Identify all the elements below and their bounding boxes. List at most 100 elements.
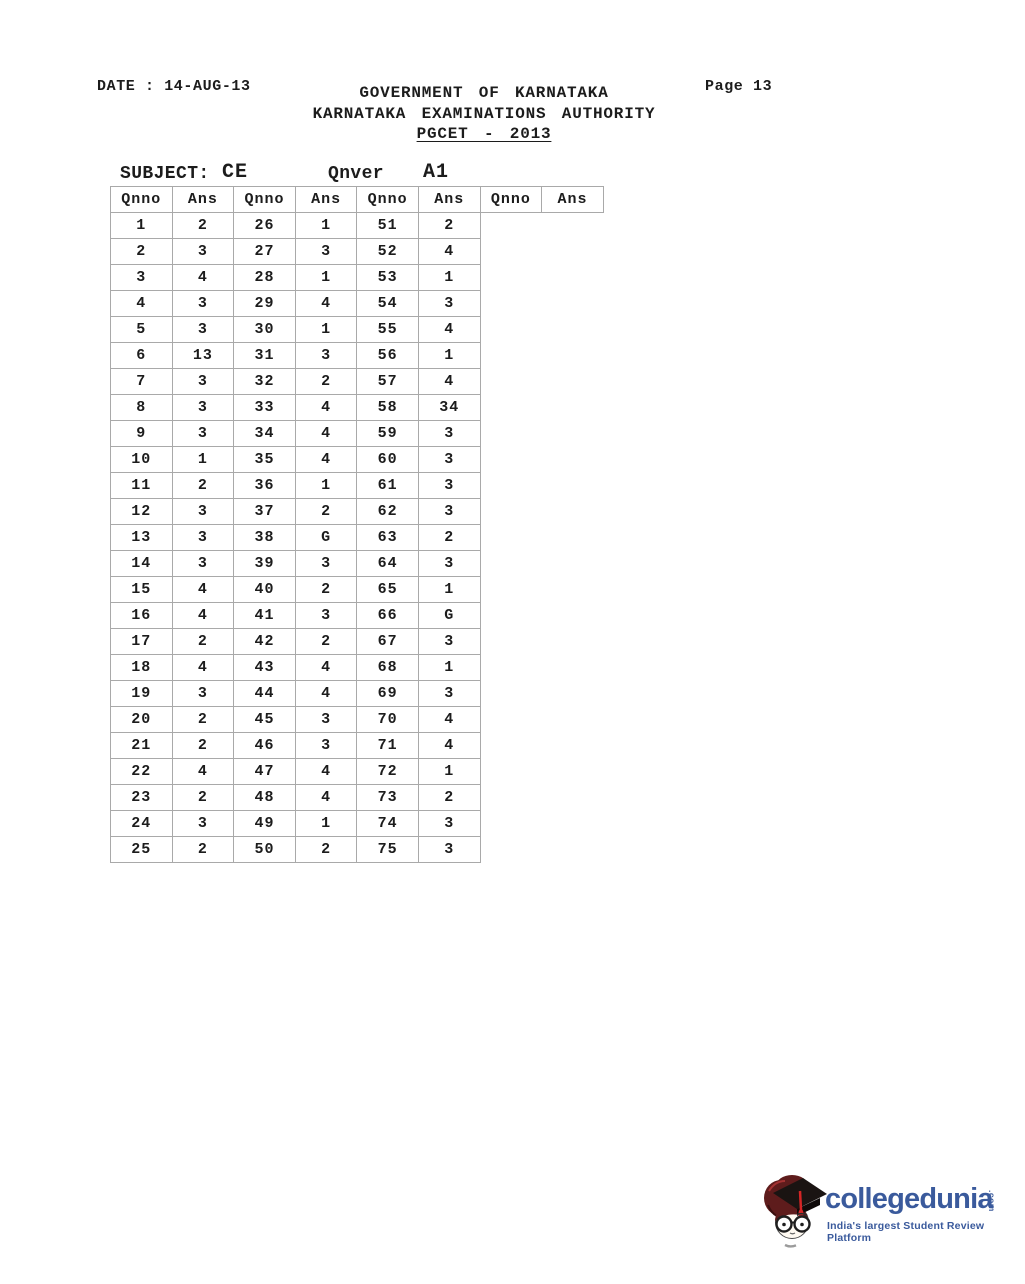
qnno-cell: 14 (110, 550, 173, 577)
qnno-cell: 21 (110, 732, 173, 759)
ans-cell: G (294, 524, 358, 551)
qnno-cell: 22 (110, 758, 173, 785)
qnno-cell: 62 (356, 498, 419, 525)
ans-cell: 4 (171, 264, 235, 291)
qnno-cell: 47 (233, 758, 296, 785)
ans-cell: 3 (171, 394, 235, 421)
ans-cell: 4 (294, 654, 358, 681)
qnno-cell: 61 (356, 472, 419, 499)
ans-cell: 3 (171, 238, 235, 265)
table-row: 16 4 41 3 66 G (110, 602, 604, 629)
qnno-cell: 7 (110, 368, 173, 395)
table-row: 1 2 26 1 51 2 (110, 212, 604, 239)
question-version-label: Qnver (328, 164, 385, 184)
qnno-cell: 32 (233, 368, 296, 395)
ans-cell: 2 (294, 368, 358, 395)
column-header: Ans (294, 186, 358, 213)
qnno-cell: 56 (356, 342, 419, 369)
ans-cell: 2 (294, 628, 358, 655)
qnno-cell: 51 (356, 212, 419, 239)
header-government-line: GOVERNMENT OF KARNATAKA (359, 84, 609, 102)
ans-cell: 3 (171, 368, 235, 395)
answer-table: Qnno Ans Qnno Ans Qnno Ans Qnno Ans 1 2 26 1 51 2 2 3 2… (110, 186, 604, 863)
ans-cell: 1 (417, 264, 481, 291)
qnno-cell: 4 (110, 290, 173, 317)
column-header: Ans (171, 186, 235, 213)
qnno-cell: 48 (233, 784, 296, 811)
ans-cell: 2 (171, 784, 235, 811)
qnno-cell: 5 (110, 316, 173, 343)
qnno-cell: 59 (356, 420, 419, 447)
qnno-cell: 57 (356, 368, 419, 395)
ans-cell: 3 (171, 550, 235, 577)
answer-table-body: 1 2 26 1 51 2 2 3 27 3 52 4 3 4 28 1 53 1 4 3 29 4 54 3 5 3 30 1 55 4… (110, 212, 604, 863)
table-row: 21 2 46 3 71 4 (110, 732, 604, 759)
ans-cell: 2 (171, 628, 235, 655)
qnno-cell: 13 (110, 524, 173, 551)
qnno-cell: 23 (110, 784, 173, 811)
table-row: 19 3 44 4 69 3 (110, 680, 604, 707)
ans-cell: 1 (417, 576, 481, 603)
ans-cell: 3 (294, 342, 358, 369)
ans-cell: 3 (294, 732, 358, 759)
ans-cell: 3 (417, 550, 481, 577)
ans-cell: 3 (417, 836, 481, 863)
qnno-cell: 16 (110, 602, 173, 629)
qnno-cell: 58 (356, 394, 419, 421)
ans-cell: 3 (294, 550, 358, 577)
ans-cell: 3 (294, 238, 358, 265)
ans-cell: 4 (171, 758, 235, 785)
ans-cell: 2 (171, 836, 235, 863)
ans-cell: 4 (294, 394, 358, 421)
qnno-cell: 20 (110, 706, 173, 733)
qnno-cell: 26 (233, 212, 296, 239)
ans-cell: 3 (417, 628, 481, 655)
ans-cell: 4 (171, 602, 235, 629)
ans-cell: 3 (417, 680, 481, 707)
header-exam-line: PGCET - 2013 (164, 124, 804, 145)
qnno-cell: 64 (356, 550, 419, 577)
qnno-cell: 63 (356, 524, 419, 551)
ans-cell: 4 (417, 732, 481, 759)
ans-cell: 2 (417, 212, 481, 239)
table-row: 15 4 40 2 65 1 (110, 576, 604, 603)
ans-cell: 3 (417, 290, 481, 317)
qnno-cell: 52 (356, 238, 419, 265)
ans-cell: 3 (171, 498, 235, 525)
ans-cell: 4 (294, 290, 358, 317)
qnno-cell: 68 (356, 654, 419, 681)
qnno-cell: 35 (233, 446, 296, 473)
graduate-boy-mascot-icon (764, 1175, 827, 1248)
ans-cell: 1 (294, 810, 358, 837)
ans-cell: 1 (171, 446, 235, 473)
table-row: 10 1 35 4 60 3 (110, 446, 604, 473)
subject-value: CE (222, 161, 249, 184)
table-row: 22 4 47 4 72 1 (110, 758, 604, 785)
table-row: 12 3 37 2 62 3 (110, 498, 604, 525)
ans-cell: 2 (294, 576, 358, 603)
qnno-cell: 65 (356, 576, 419, 603)
column-header: Qnno (110, 186, 173, 213)
brand-name: collegedunia (825, 1183, 993, 1215)
ans-cell: 3 (417, 420, 481, 447)
ans-cell: 1 (417, 758, 481, 785)
qnno-cell: 50 (233, 836, 296, 863)
ans-cell: 4 (294, 680, 358, 707)
qnno-cell: 36 (233, 472, 296, 499)
page-number: Page 13 (705, 78, 773, 95)
ans-cell: 1 (294, 264, 358, 291)
qnno-cell: 54 (356, 290, 419, 317)
qnno-cell: 40 (233, 576, 296, 603)
qnno-cell: 28 (233, 264, 296, 291)
table-row: 25 2 50 2 75 3 (110, 836, 604, 863)
ans-cell: 4 (417, 706, 481, 733)
table-row: 9 3 34 4 59 3 (110, 420, 604, 447)
ans-cell: 3 (171, 420, 235, 447)
qnno-cell: 67 (356, 628, 419, 655)
qnno-cell: 42 (233, 628, 296, 655)
qnno-cell: 43 (233, 654, 296, 681)
brand-domain-suffix: .com (987, 1190, 997, 1212)
qnno-cell: 49 (233, 810, 296, 837)
ans-cell: 3 (417, 810, 481, 837)
